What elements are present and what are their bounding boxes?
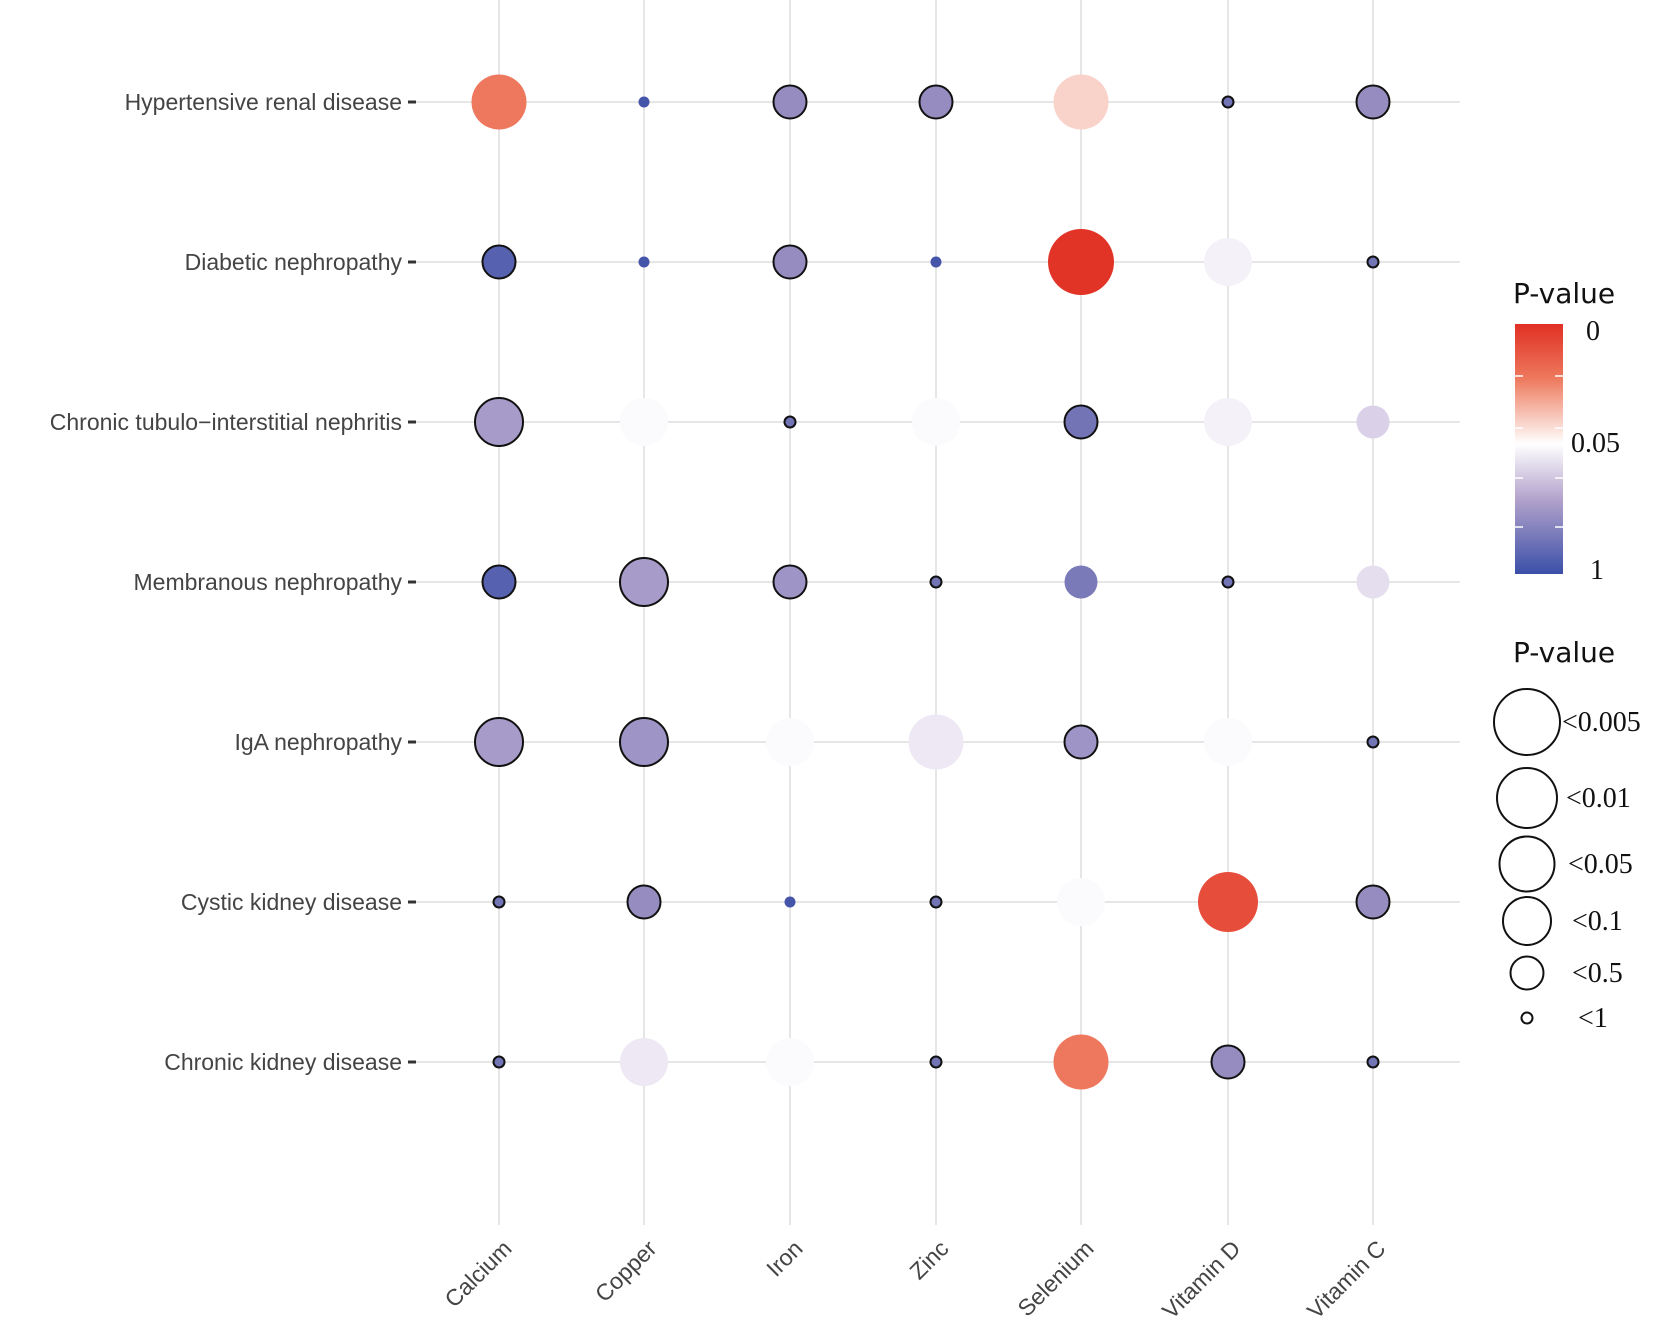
data-point bbox=[1366, 1055, 1380, 1069]
data-point bbox=[766, 1038, 814, 1086]
data-point bbox=[620, 398, 668, 446]
data-points bbox=[471, 74, 1391, 1090]
size-legend-label: <0.01 bbox=[1566, 783, 1631, 814]
x-tick-label: Vitamin C bbox=[1302, 1235, 1391, 1324]
data-point bbox=[474, 717, 524, 767]
data-point bbox=[474, 397, 524, 447]
data-point bbox=[1356, 565, 1390, 599]
x-tick-label: Vitamin D bbox=[1157, 1235, 1246, 1324]
color-legend-label-1: 1 bbox=[1590, 555, 1604, 586]
y-tick-label: Cystic kidney disease bbox=[181, 889, 402, 915]
size-legend: P-value <0.005 <0.01 <0.05 <0.1 <0.5 <1 bbox=[1493, 636, 1641, 1034]
data-point bbox=[638, 256, 650, 268]
data-point bbox=[492, 1055, 506, 1069]
size-legend-label: <0.5 bbox=[1572, 958, 1623, 989]
y-tick-label: Chronic kidney disease bbox=[164, 1049, 402, 1075]
y-tick-label: Membranous nephropathy bbox=[134, 569, 403, 595]
x-tick-label: Copper bbox=[590, 1235, 662, 1307]
data-point bbox=[1064, 565, 1098, 599]
y-tick-label: Hypertensive renal disease bbox=[125, 89, 402, 115]
size-legend-key bbox=[1520, 1011, 1534, 1025]
color-legend-title: P-value bbox=[1513, 277, 1615, 310]
data-point bbox=[1057, 878, 1105, 926]
data-point bbox=[1221, 575, 1235, 589]
data-point bbox=[1204, 238, 1252, 286]
data-point bbox=[766, 718, 814, 766]
data-point bbox=[1366, 255, 1380, 269]
color-legend: P-value 0 0.05 1 bbox=[1513, 277, 1620, 586]
data-point bbox=[1053, 74, 1109, 130]
size-legend-key bbox=[1493, 688, 1561, 756]
color-legend-gradient-bar bbox=[1515, 324, 1563, 574]
data-point bbox=[620, 1038, 668, 1086]
size-legend-label: <0.05 bbox=[1568, 849, 1633, 880]
data-point bbox=[772, 84, 808, 120]
data-point bbox=[1063, 404, 1099, 440]
x-tick-label: Iron bbox=[761, 1235, 807, 1281]
data-point bbox=[918, 84, 954, 120]
data-point bbox=[772, 564, 808, 600]
data-point bbox=[1366, 735, 1380, 749]
data-point bbox=[1204, 398, 1252, 446]
data-point bbox=[492, 895, 506, 909]
data-point bbox=[619, 557, 669, 607]
grid-lines bbox=[410, 0, 1460, 1225]
size-legend-label: <1 bbox=[1578, 1003, 1608, 1034]
data-point bbox=[912, 398, 960, 446]
size-legend-key bbox=[1496, 767, 1558, 829]
data-point bbox=[471, 74, 527, 130]
data-point bbox=[772, 244, 808, 280]
data-point bbox=[626, 884, 662, 920]
data-point bbox=[784, 896, 796, 908]
x-tick-label: Zinc bbox=[904, 1235, 953, 1284]
size-legend-label: <0.005 bbox=[1562, 707, 1641, 738]
size-legend-label: <0.1 bbox=[1572, 906, 1623, 937]
size-legend-key bbox=[1498, 835, 1556, 893]
size-legend-title: P-value bbox=[1513, 636, 1615, 669]
color-legend-label-0.05: 0.05 bbox=[1571, 428, 1620, 459]
data-point bbox=[1198, 872, 1258, 932]
data-point bbox=[481, 564, 517, 600]
data-point bbox=[1355, 84, 1391, 120]
data-point bbox=[619, 717, 669, 767]
data-point bbox=[1355, 884, 1391, 920]
data-point bbox=[929, 895, 943, 909]
data-point bbox=[1210, 1044, 1246, 1080]
x-axis: Calcium Copper Iron Zinc Selenium Vitamin D Vi… bbox=[439, 1235, 1390, 1324]
data-point bbox=[929, 1055, 943, 1069]
y-tick-label: Chronic tubulo−interstitial nephritis bbox=[50, 409, 402, 435]
data-point bbox=[481, 244, 517, 280]
data-point bbox=[929, 575, 943, 589]
x-tick-label: Calcium bbox=[439, 1235, 516, 1312]
data-point bbox=[908, 714, 964, 770]
size-legend-key bbox=[1509, 955, 1545, 991]
size-legend-key bbox=[1502, 896, 1552, 946]
color-legend-ticks bbox=[1515, 375, 1563, 528]
y-tick-label: Diabetic nephropathy bbox=[185, 249, 403, 275]
x-tick-label: Selenium bbox=[1012, 1235, 1098, 1321]
color-legend-label-0: 0 bbox=[1586, 316, 1600, 347]
data-point bbox=[1063, 724, 1099, 760]
data-point bbox=[1048, 229, 1114, 295]
data-point bbox=[1053, 1034, 1109, 1090]
y-tick-label: IgA nephropathy bbox=[234, 729, 402, 755]
data-point bbox=[1356, 405, 1390, 439]
data-point bbox=[638, 96, 650, 108]
data-point bbox=[930, 256, 942, 268]
data-point bbox=[783, 415, 797, 429]
y-axis: Hypertensive renal disease Diabetic nephr… bbox=[50, 89, 416, 1075]
data-point bbox=[1221, 95, 1235, 109]
data-point bbox=[1204, 718, 1252, 766]
